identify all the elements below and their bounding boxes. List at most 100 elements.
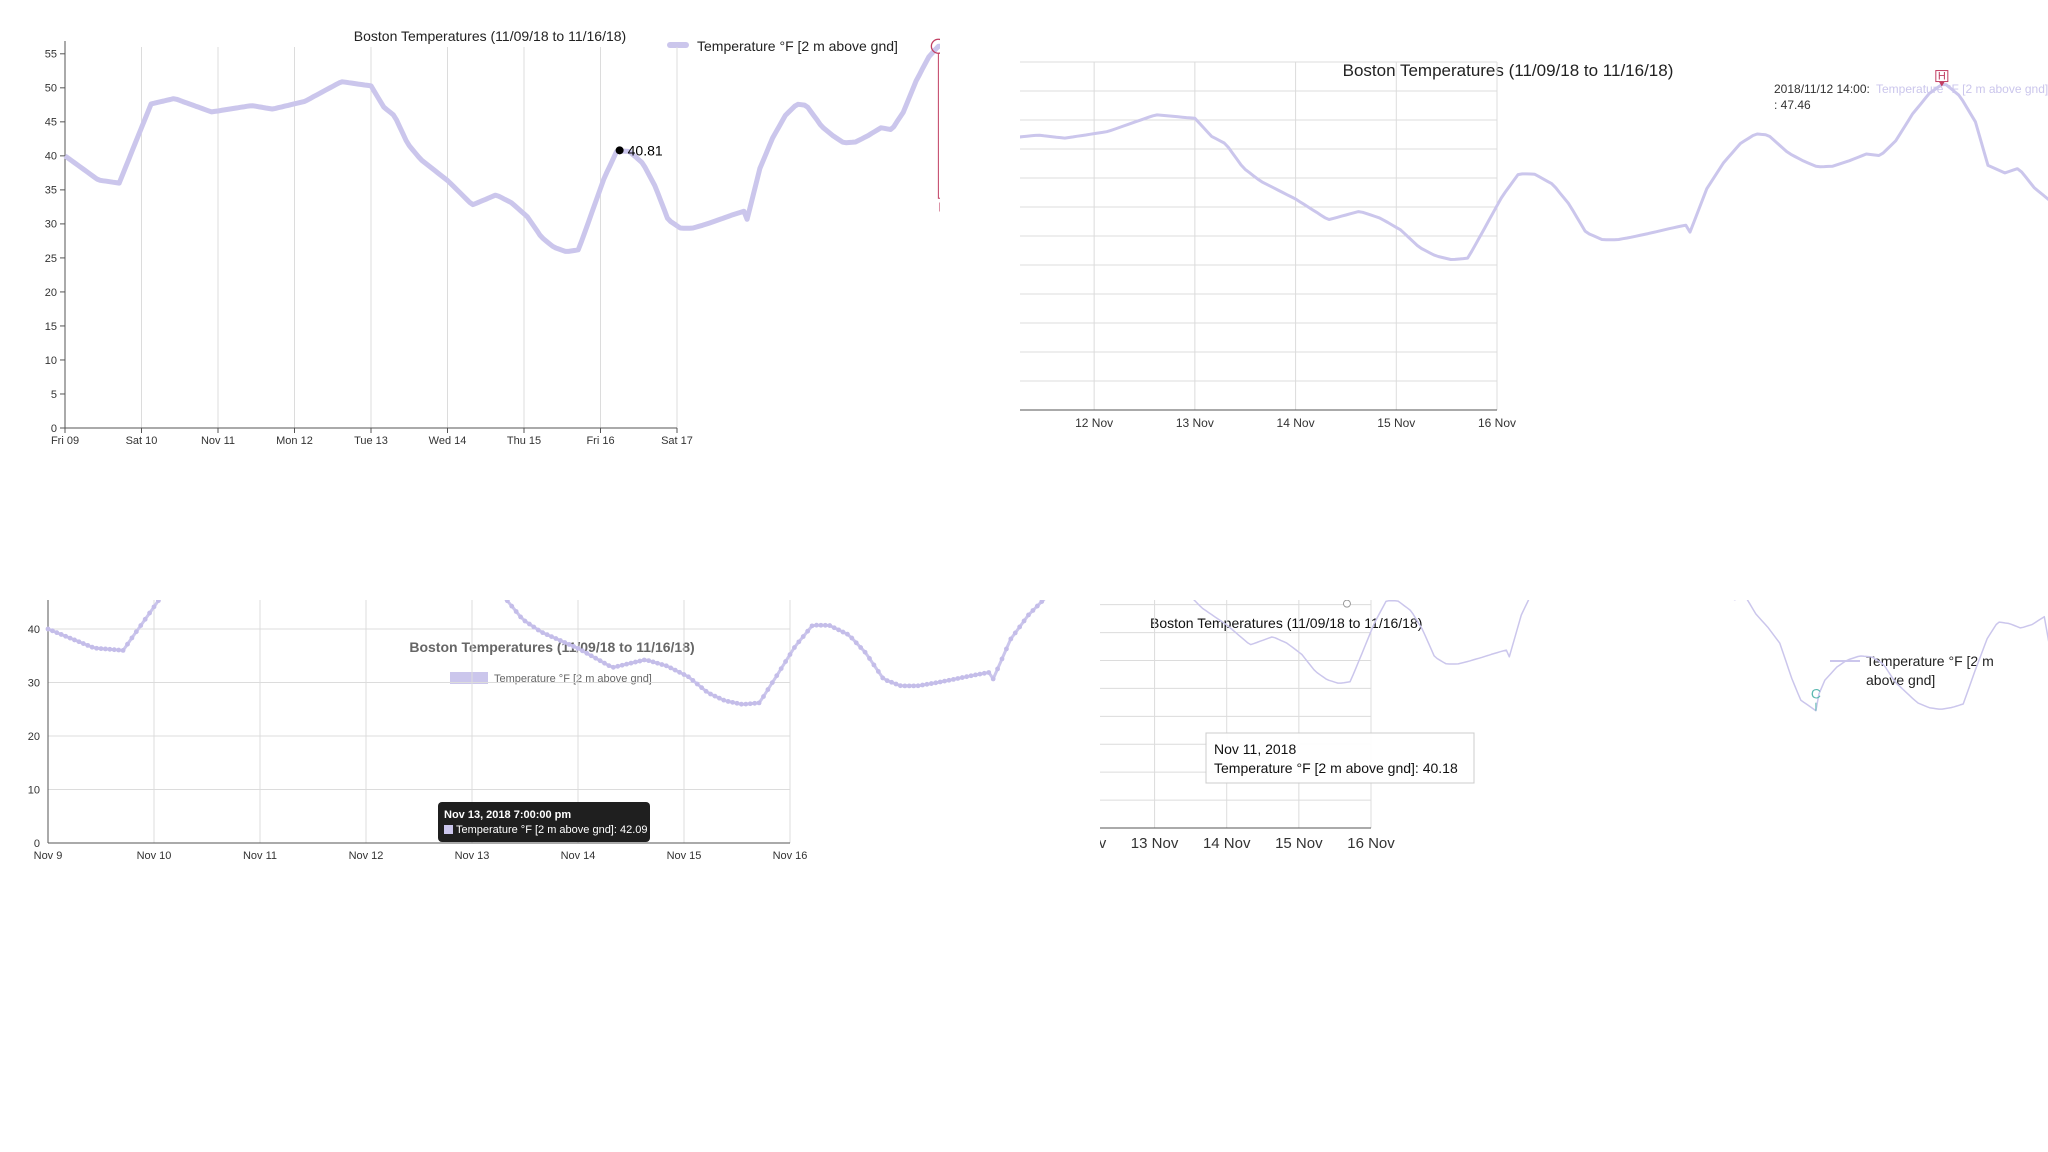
temperature-line[interactable] [47, 600, 1060, 731]
data-point[interactable] [840, 629, 846, 635]
data-point[interactable] [156, 600, 161, 604]
data-point[interactable] [513, 609, 519, 614]
data-point[interactable] [805, 628, 811, 634]
data-point[interactable] [1039, 600, 1045, 605]
data-point[interactable] [615, 663, 621, 669]
data-point[interactable] [739, 701, 744, 707]
data-point[interactable] [1008, 636, 1014, 642]
data-point[interactable] [862, 649, 868, 655]
data-point[interactable] [103, 646, 108, 652]
data-point[interactable] [924, 681, 930, 687]
data-point[interactable] [765, 687, 771, 692]
data-point[interactable] [981, 670, 987, 676]
hover-point[interactable] [1342, 600, 1351, 608]
data-point[interactable] [1004, 646, 1009, 652]
data-point[interactable] [849, 635, 855, 641]
data-point[interactable] [889, 679, 894, 685]
data-point[interactable] [588, 653, 594, 659]
data-point[interactable] [1021, 618, 1027, 624]
data-point[interactable] [716, 695, 722, 701]
data-point[interactable] [45, 626, 51, 632]
data-point[interactable] [67, 635, 73, 641]
data-point[interactable] [814, 622, 819, 628]
highlight-point[interactable] [615, 146, 624, 155]
data-point[interactable] [80, 641, 86, 646]
data-point[interactable] [858, 645, 864, 650]
data-point[interactable] [120, 648, 126, 653]
data-point[interactable] [769, 680, 775, 686]
data-point[interactable] [928, 681, 934, 686]
data-point[interactable] [637, 658, 643, 664]
data-point[interactable] [699, 685, 705, 691]
legend[interactable]: Temperature °F [2 m above gnd] [1830, 653, 1994, 688]
data-point[interactable] [787, 652, 793, 657]
data-point[interactable] [734, 700, 740, 706]
data-point[interactable] [796, 639, 802, 645]
data-point[interactable] [98, 646, 104, 652]
data-point[interactable] [712, 693, 718, 699]
data-point[interactable] [946, 677, 952, 683]
data-point[interactable] [89, 644, 95, 650]
data-point[interactable] [747, 701, 753, 707]
data-point[interactable] [708, 691, 713, 697]
data-point[interactable] [880, 675, 886, 681]
data-point[interactable] [893, 681, 899, 687]
data-point[interactable] [875, 669, 881, 674]
data-point[interactable] [672, 667, 678, 673]
data-point[interactable] [518, 614, 523, 620]
data-point[interactable] [677, 669, 682, 675]
data-point[interactable] [977, 671, 983, 677]
data-point[interactable] [703, 688, 709, 694]
data-point[interactable] [584, 650, 590, 656]
data-point[interactable] [646, 658, 652, 664]
data-point[interactable] [628, 660, 634, 666]
data-point[interactable] [522, 618, 528, 624]
data-point[interactable] [76, 639, 82, 645]
data-point[interactable] [535, 627, 541, 633]
temperature-line[interactable] [63, 43, 940, 285]
data-point[interactable] [531, 624, 537, 630]
data-point[interactable] [809, 623, 815, 629]
data-point[interactable] [659, 662, 665, 667]
data-point[interactable] [562, 640, 568, 645]
data-point[interactable] [1034, 603, 1040, 609]
data-point[interactable] [955, 676, 961, 681]
data-point[interactable] [783, 659, 788, 664]
data-point[interactable] [111, 647, 117, 653]
data-point[interactable] [619, 662, 625, 668]
data-point[interactable] [138, 623, 144, 628]
data-point[interactable] [752, 700, 758, 706]
data-point[interactable] [995, 666, 1000, 672]
data-point[interactable] [884, 678, 890, 684]
data-point[interactable] [937, 679, 943, 685]
data-point[interactable] [54, 630, 60, 636]
data-point[interactable] [540, 630, 546, 636]
data-point[interactable] [986, 670, 992, 675]
data-point[interactable] [681, 672, 687, 677]
legend[interactable]: Temperature °F [2 m above gnd] [450, 672, 652, 685]
data-point[interactable] [933, 680, 939, 686]
data-point[interactable] [845, 631, 850, 637]
data-point[interactable] [800, 634, 806, 639]
data-point[interactable] [504, 600, 510, 604]
data-point[interactable] [72, 637, 77, 643]
data-point[interactable] [509, 603, 515, 609]
data-point[interactable] [641, 657, 647, 663]
data-point[interactable] [959, 675, 965, 680]
data-point[interactable] [593, 655, 599, 661]
data-point[interactable] [610, 664, 616, 670]
data-point[interactable] [566, 642, 572, 647]
data-point[interactable] [721, 697, 727, 703]
data-point[interactable] [668, 665, 674, 671]
data-point[interactable] [107, 646, 113, 652]
data-point[interactable] [836, 627, 841, 633]
data-point[interactable] [690, 677, 696, 683]
data-point[interactable] [544, 632, 550, 638]
data-point[interactable] [580, 648, 585, 654]
data-point[interactable] [85, 642, 91, 648]
data-point[interactable] [116, 647, 122, 653]
data-point[interactable] [792, 645, 797, 650]
data-point[interactable] [756, 700, 762, 706]
data-point[interactable] [902, 683, 908, 689]
data-point[interactable] [911, 683, 917, 689]
